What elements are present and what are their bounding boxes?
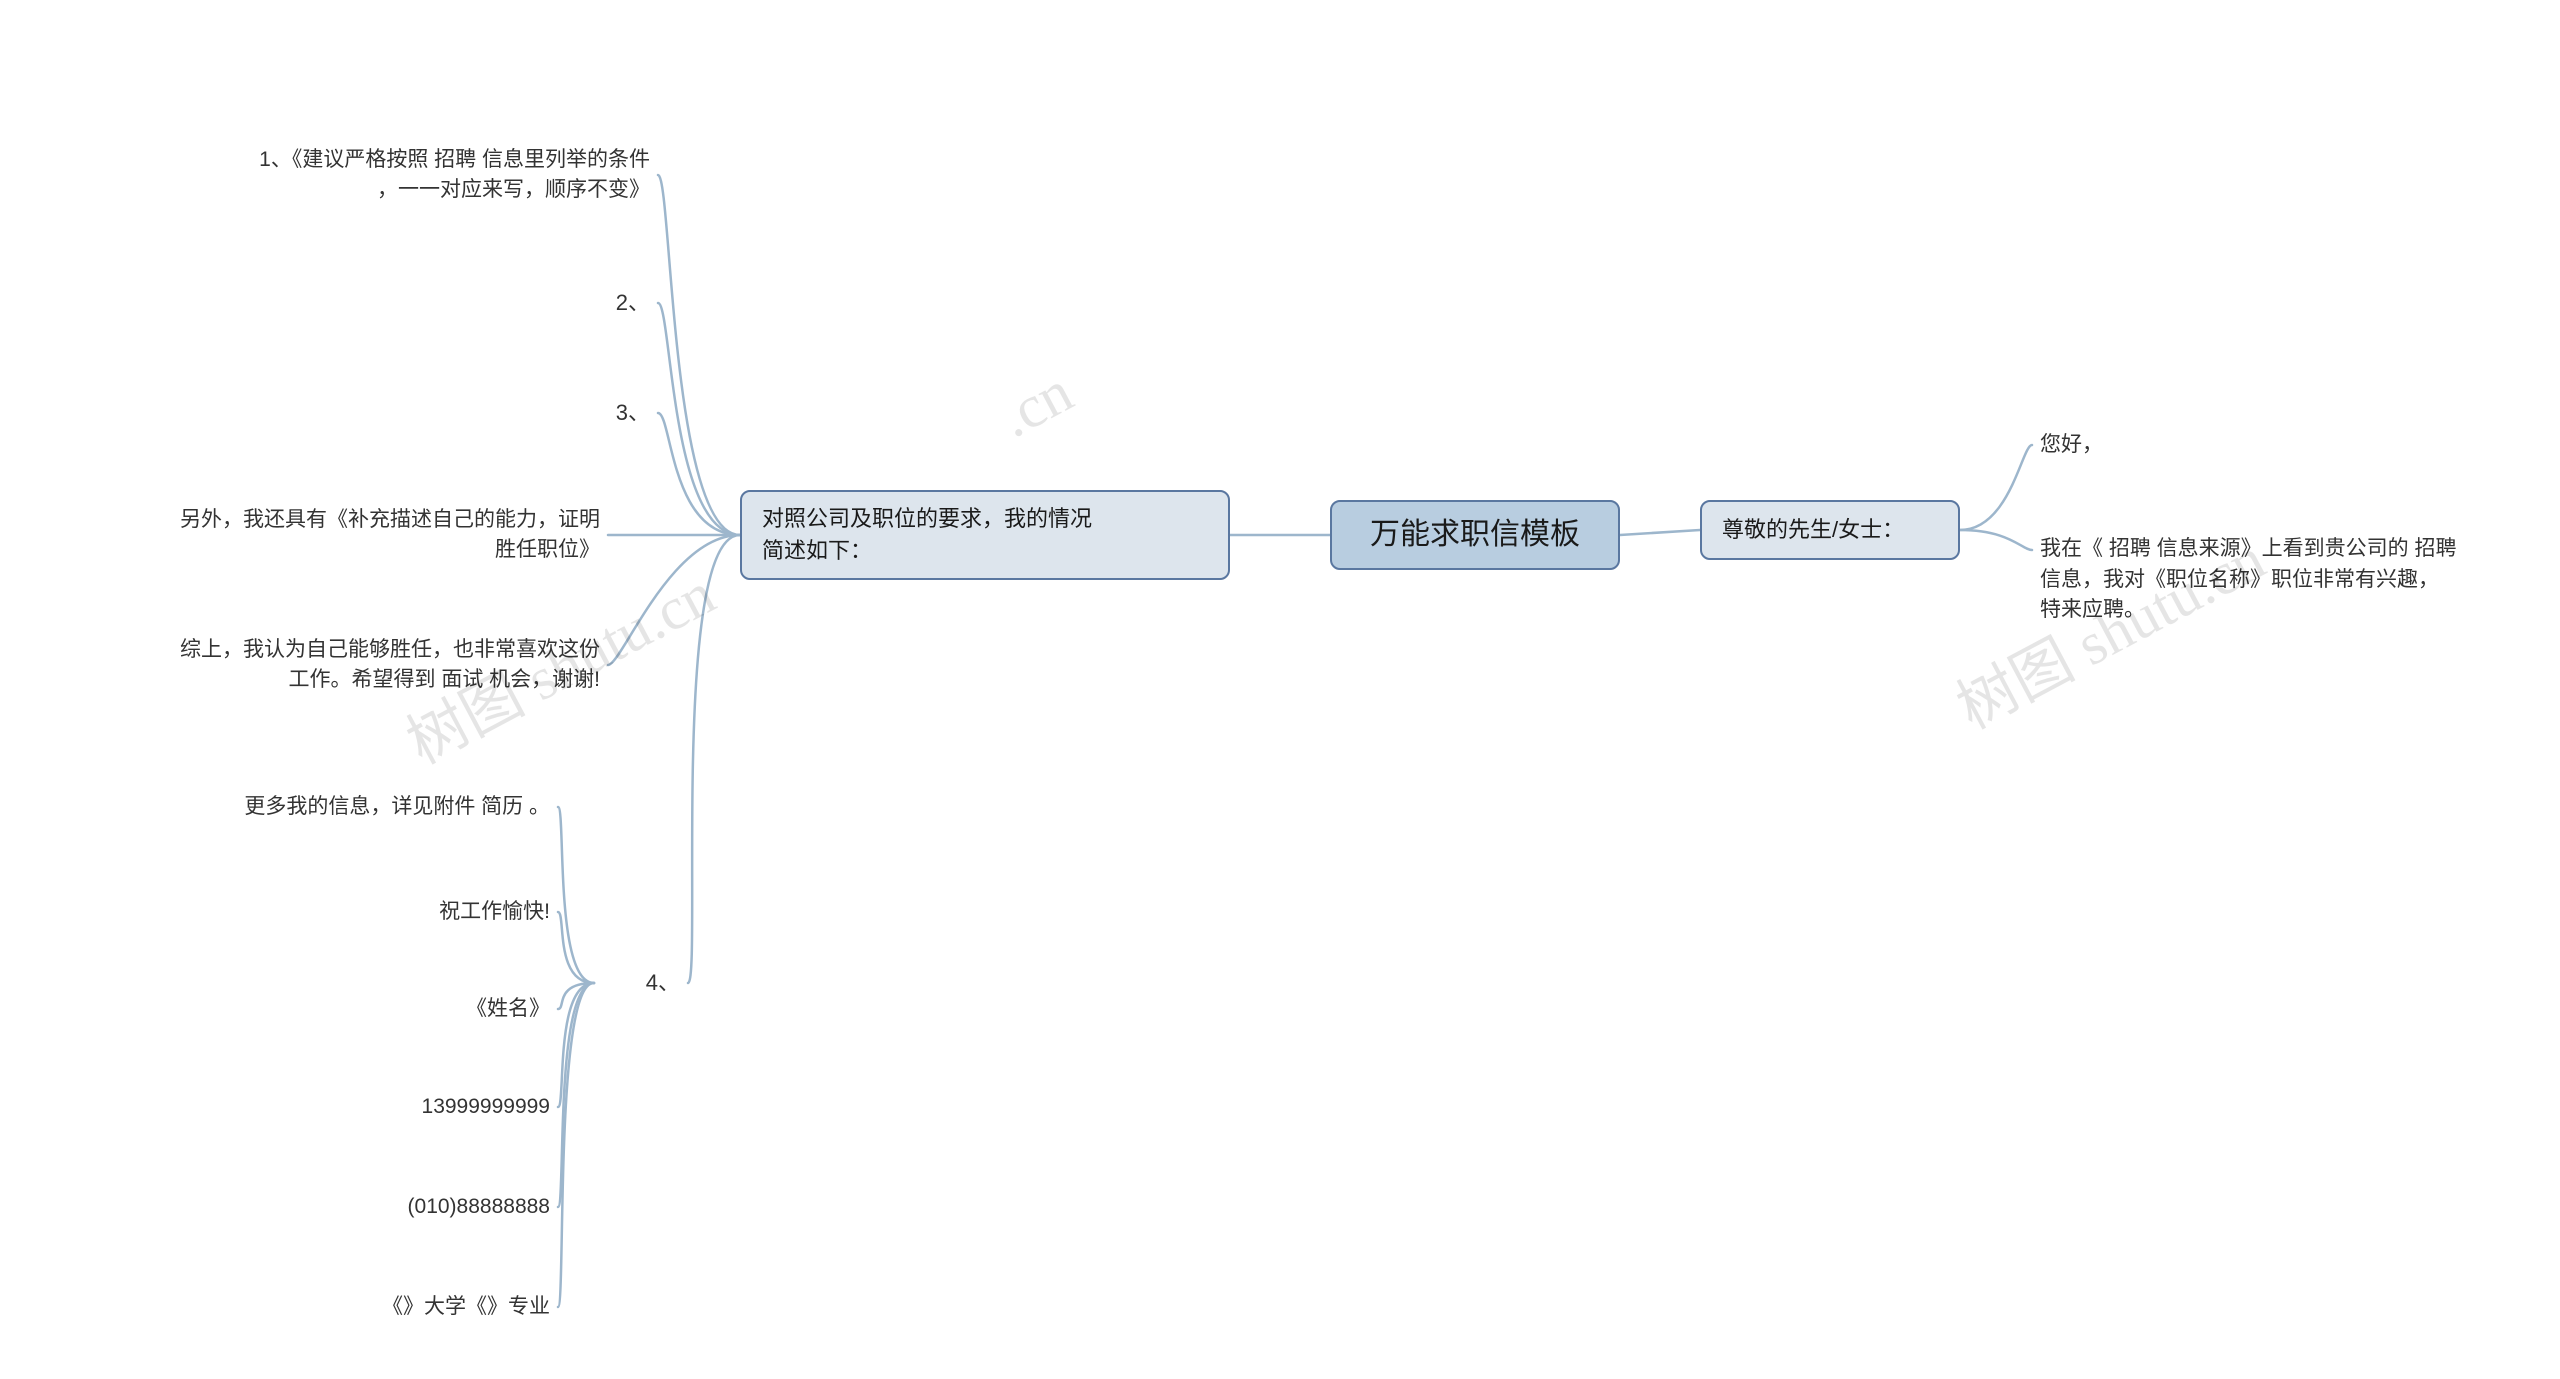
four-child-2: 《姓名》 xyxy=(410,992,550,1026)
left-child-6: 4、 xyxy=(600,965,680,1001)
left-child-1: 1、《建议严格按照 招聘 信息里列举的条件 ，一一对应来写，顺序不变》 xyxy=(190,140,650,210)
four-child-5: 《》大学《》专业 xyxy=(335,1290,550,1324)
left-child-2: 2、 xyxy=(570,285,650,321)
right-leaf-0: 您好， xyxy=(2040,430,2160,460)
four-child-3: 13999999999 xyxy=(365,1090,550,1124)
branch-left[interactable]: 对照公司及职位的要求，我的情况 简述如下： xyxy=(740,490,1230,580)
watermark-3: .cn xyxy=(848,1357,944,1379)
branch-right[interactable]: 尊敬的先生/女士： xyxy=(1700,500,1960,560)
four-child-4: (010)88888888 xyxy=(355,1190,550,1224)
left-child-3: 3、 xyxy=(570,395,650,431)
right-leaf-1: 我在《 招聘 信息来源》上看到贵公司的 招聘 信息，我对《职位名称》职位非常有兴… xyxy=(2040,530,2510,630)
watermark-2: .cn xyxy=(988,357,1084,452)
root-node[interactable]: 万能求职信模板 xyxy=(1330,500,1620,570)
four-child-0: 更多我的信息，详见附件 简历 。 xyxy=(210,790,550,824)
left-child-4: 另外，我还具有《补充描述自己的能力，证明 胜任职位》 xyxy=(100,500,600,570)
four-child-1: 祝工作愉快! xyxy=(380,895,550,929)
left-child-5: 综上，我认为自己能够胜任，也非常喜欢这份 工作。希望得到 面试 机会，谢谢! xyxy=(100,630,600,700)
